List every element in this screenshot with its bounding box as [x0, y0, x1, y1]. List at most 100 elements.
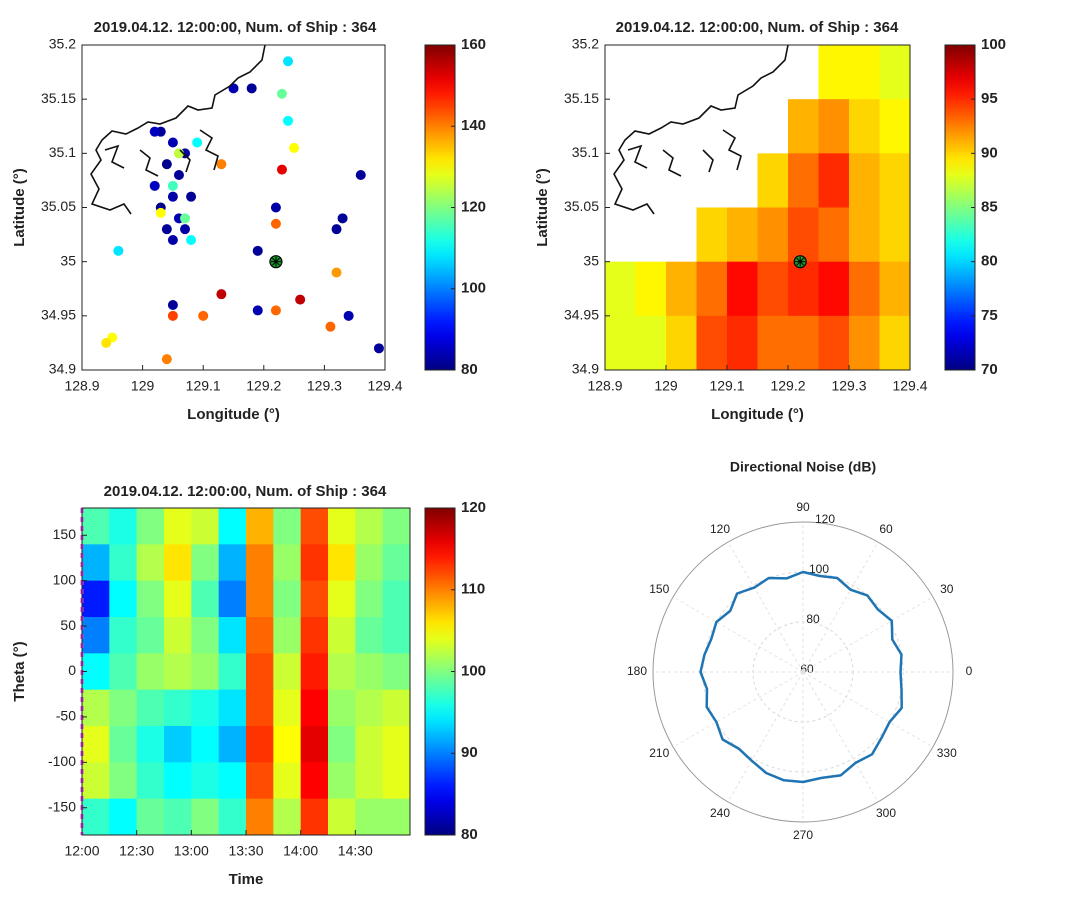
heat-cell: [355, 798, 384, 835]
heat-cell: [300, 580, 329, 618]
heat-cell: [635, 261, 667, 317]
colorbar: [944, 44, 976, 371]
colorbar-tick-label: 90: [981, 144, 998, 161]
y-tick-label: 35.15: [41, 90, 76, 106]
colorbar-tick-label: 80: [981, 253, 998, 270]
heat-cell: [273, 689, 302, 727]
x-tick-label: 129.3: [831, 378, 866, 394]
x-tick-label: 129.4: [367, 378, 402, 394]
heat-cell: [818, 45, 850, 100]
y-tick-label: 50: [60, 617, 76, 633]
ship-point: [161, 354, 172, 365]
heat-cell: [382, 798, 410, 835]
heat-cell: [273, 544, 302, 582]
heat-cell: [696, 261, 728, 317]
heat-cell: [788, 153, 820, 209]
heat-cell: [355, 580, 384, 618]
polar-spoke: [727, 541, 804, 673]
heat-cell: [788, 261, 820, 317]
ship-point: [295, 294, 306, 305]
ship-point: [252, 245, 263, 256]
y-tick-label: 34.95: [41, 307, 76, 323]
ship-point: [270, 218, 281, 229]
heat-cell: [300, 508, 329, 545]
ship-point: [173, 170, 184, 180]
colorbar-tick-label: 80: [461, 361, 478, 378]
heat-cell: [82, 689, 110, 727]
ship-point: [270, 202, 281, 213]
r-tick-label: 100: [809, 562, 829, 576]
colorbar: [424, 44, 456, 371]
colorbar-tick-label: 100: [461, 662, 486, 679]
ship-point: [167, 137, 178, 148]
colorbar-tick-label: 120: [461, 198, 486, 215]
ship-point: [186, 235, 197, 245]
heat-cell: [109, 580, 138, 618]
heat-cell: [191, 798, 220, 835]
ship-point: [186, 191, 197, 202]
heat-cell: [382, 762, 410, 800]
heat-cell: [164, 726, 192, 763]
heat-cell: [136, 798, 165, 835]
heat-cell: [164, 617, 192, 654]
coastline: [90, 45, 266, 215]
heat-cell: [136, 762, 165, 800]
heat-cell: [849, 99, 881, 154]
ship-point: [276, 164, 287, 175]
heat-cell: [300, 653, 329, 691]
ship-point: [343, 310, 354, 321]
heat-cell: [818, 315, 850, 370]
heat-cell: [355, 726, 384, 763]
chart-title: 2019.04.12. 12:00:00, Num. of Ship : 364: [616, 19, 899, 36]
theta-tick-label: 0: [966, 664, 973, 678]
heat-cell: [382, 617, 410, 654]
ship-point: [192, 137, 203, 148]
heat-cell: [246, 508, 274, 545]
heat-cell: [82, 544, 110, 582]
heat-cell: [879, 315, 910, 370]
x-tick-label: 12:00: [64, 843, 99, 859]
heat-cell: [218, 617, 247, 654]
y-tick-label: 35.05: [564, 198, 599, 214]
ship-point: [331, 224, 342, 235]
heat-cell: [191, 580, 220, 618]
colorbar-tick-label: 120: [461, 499, 486, 516]
colorbar-tick-label: 90: [461, 744, 478, 761]
heat-cell: [355, 544, 384, 582]
heat-cell: [328, 726, 356, 763]
heat-cell: [757, 207, 789, 263]
heat-cell: [849, 45, 881, 100]
heat-cell: [818, 207, 850, 263]
colorbar-tick-label: 110: [461, 581, 485, 598]
chart-title: Directional Noise (dB): [730, 459, 876, 475]
heat-cell: [757, 261, 789, 317]
x-tick-label: 129.2: [246, 378, 281, 394]
heat-cell: [246, 617, 274, 654]
heat-cell: [727, 315, 759, 370]
heat-cell: [109, 653, 138, 691]
heat-cell: [355, 653, 384, 691]
heat-cell: [788, 315, 820, 370]
polar-spoke: [672, 596, 804, 673]
x-tick-label: 129.3: [307, 378, 342, 394]
heat-cell: [191, 762, 220, 800]
theta-tick-label: 210: [649, 746, 669, 760]
colorbar-tick-label: 85: [981, 198, 998, 215]
heat-cell: [246, 689, 274, 727]
theta-tick-label: 150: [649, 582, 669, 596]
heat-cell: [191, 508, 220, 545]
theta-tick-label: 300: [876, 806, 896, 820]
heat-cell: [109, 689, 138, 727]
axes-frame: [81, 44, 386, 371]
heat-cell: [136, 544, 165, 582]
heat-cell: [355, 689, 384, 727]
y-tick-label: -50: [56, 708, 76, 724]
y-tick-label: 150: [53, 526, 77, 542]
ship-point: [180, 224, 191, 235]
heat-cell: [328, 798, 356, 835]
ship-point: [161, 224, 172, 235]
y-tick-label: 35.1: [49, 144, 76, 160]
heat-cell: [273, 798, 302, 835]
heat-cell: [818, 261, 850, 317]
heat-cell: [273, 762, 302, 800]
